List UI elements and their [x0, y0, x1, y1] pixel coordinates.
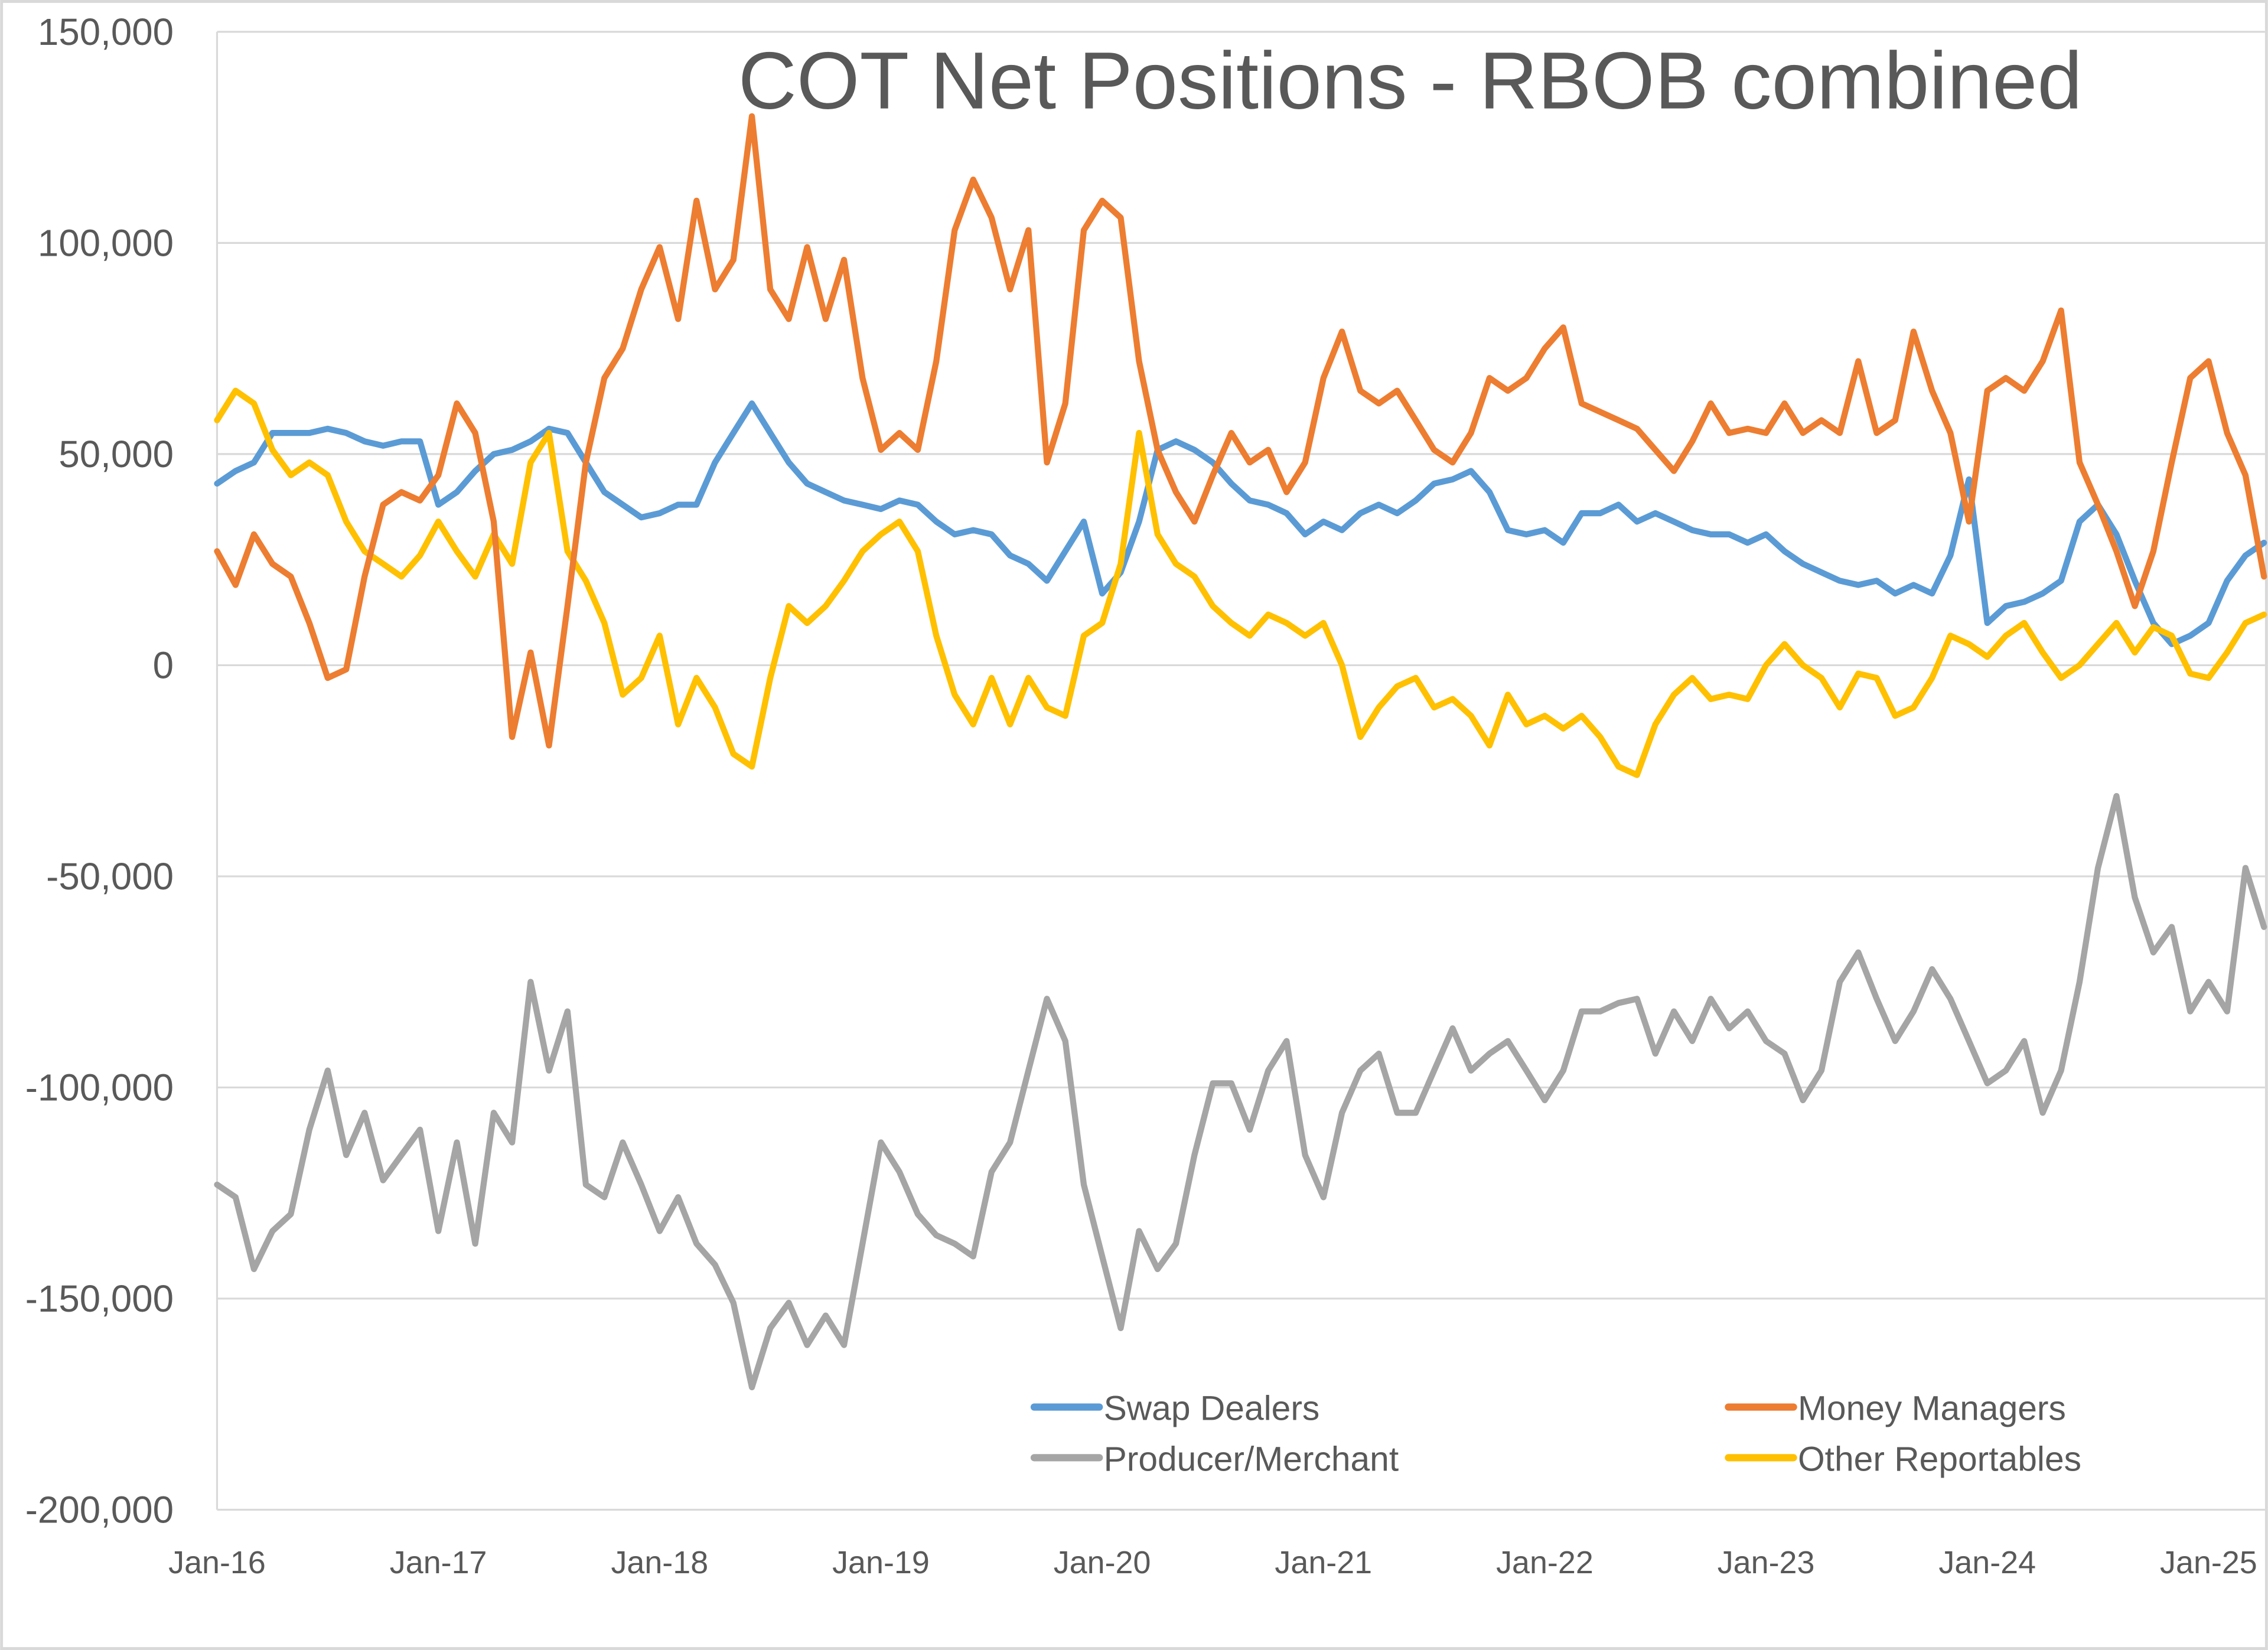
legend: Swap Dealers Money Managers Producer/Merch…: [1030, 1390, 2081, 1478]
x-tick-label: Jan-17: [390, 1545, 487, 1580]
x-tick-label: Jan-19: [832, 1545, 930, 1580]
y-tick-label: -200,000: [25, 1489, 174, 1531]
gridlines: [216, 31, 2265, 1511]
y-tick-label: 150,000: [38, 11, 174, 53]
y-tick-label: 0: [153, 644, 174, 686]
x-axis-ticks: Jan-16 Jan-17 Jan-18 Jan-19 Jan-20 Jan-21 Jan-…: [168, 1545, 2257, 1580]
series-line-other-reportables: [214, 387, 2267, 778]
y-tick-label: -100,000: [25, 1067, 174, 1108]
series-line-swap-dealers: [214, 400, 2267, 647]
x-tick-label: Jan-16: [168, 1545, 266, 1580]
y-tick-label: 100,000: [38, 222, 174, 264]
legend-label: Producer/Merchant: [1104, 1440, 1399, 1478]
y-tick-label: -150,000: [25, 1278, 174, 1320]
series-lines: [214, 113, 2267, 1391]
series-line-producer-merchant: [214, 793, 2267, 1391]
x-tick-label: Jan-22: [1496, 1545, 1594, 1580]
x-tick-label: Jan-24: [1938, 1545, 2036, 1580]
x-tick-label: Jan-18: [611, 1545, 708, 1580]
x-tick-label: Jan-25: [2160, 1545, 2257, 1580]
legend-item: Swap Dealers: [1030, 1390, 1320, 1428]
x-tick-label: Jan-23: [1718, 1545, 1815, 1580]
series-line-money-managers: [214, 113, 2267, 749]
legend-item: Other Reportables: [1725, 1440, 2081, 1478]
legend-label: Money Managers: [1798, 1390, 2066, 1428]
legend-label: Other Reportables: [1798, 1440, 2081, 1478]
y-axis-ticks: 150,000 100,000 50,000 0 -50,000 -100,000 -150…: [25, 11, 174, 1531]
legend-item: Money Managers: [1725, 1390, 2066, 1428]
chart-title: COT Net Positions - RBOB combined: [738, 36, 2083, 126]
y-tick-label: -50,000: [46, 856, 174, 898]
legend-label: Swap Dealers: [1104, 1390, 1320, 1428]
legend-item: Producer/Merchant: [1030, 1440, 1399, 1478]
y-tick-label: 50,000: [58, 433, 174, 475]
x-tick-label: Jan-21: [1275, 1545, 1372, 1580]
x-tick-label: Jan-20: [1054, 1545, 1151, 1580]
